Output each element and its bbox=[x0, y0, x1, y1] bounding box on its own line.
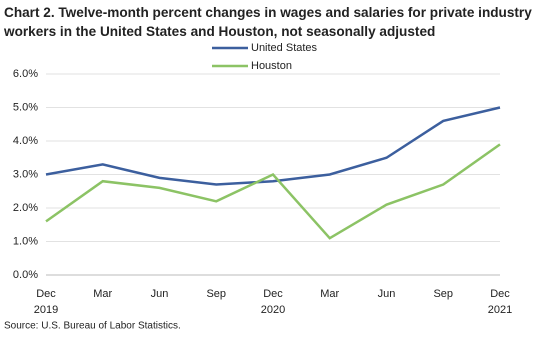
y-tick-label: 0.0% bbox=[13, 269, 38, 281]
x-tick-label: Mar bbox=[93, 288, 112, 300]
legend-label: United States bbox=[251, 42, 318, 54]
y-tick-label: 4.0% bbox=[13, 135, 38, 147]
x-tick-label: Dec 2020 bbox=[261, 288, 285, 316]
y-tick-label: 6.0% bbox=[13, 68, 38, 80]
x-tick-label: Sep bbox=[433, 288, 453, 300]
chart-title: Chart 2. Twelve-month percent changes in… bbox=[4, 5, 532, 39]
x-tick-label: Dec 2019 bbox=[34, 288, 58, 316]
y-tick-label: 1.0% bbox=[13, 235, 38, 247]
x-tick-label: Jun bbox=[378, 288, 396, 300]
series-line bbox=[45, 143, 501, 240]
x-tick-label: Jun bbox=[151, 288, 169, 300]
x-tick-label: Mar bbox=[320, 288, 339, 300]
source-note: Source: U.S. Bureau of Labor Statistics. bbox=[4, 321, 181, 332]
legend-label: Houston bbox=[251, 60, 292, 72]
x-tick-label: Dec 2021 bbox=[488, 288, 512, 316]
series-line bbox=[45, 106, 501, 186]
y-tick-label: 5.0% bbox=[13, 101, 38, 113]
x-tick-label: Sep bbox=[206, 288, 226, 300]
y-tick-label: 2.0% bbox=[13, 202, 38, 214]
y-tick-label: 3.0% bbox=[13, 168, 38, 180]
